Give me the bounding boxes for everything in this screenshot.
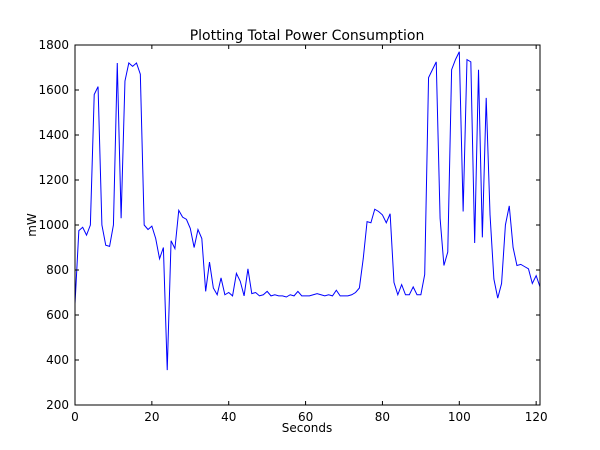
x-tick-label: 40 xyxy=(221,410,236,424)
x-tick-label: 120 xyxy=(525,410,548,424)
y-tick-label: 200 xyxy=(46,398,69,412)
y-tick-label: 1600 xyxy=(38,83,69,97)
x-axis-label: Seconds xyxy=(282,421,332,435)
y-tick-label: 600 xyxy=(46,308,69,322)
y-tick-label: 800 xyxy=(46,263,69,277)
y-tick-label: 1400 xyxy=(38,128,69,142)
x-tick-label: 60 xyxy=(298,410,313,424)
x-tick-label: 100 xyxy=(448,410,471,424)
y-tick-label: 1000 xyxy=(38,218,69,232)
y-axis-label: mW xyxy=(25,213,39,237)
x-tick-label: 20 xyxy=(144,410,159,424)
y-tick-label: 1800 xyxy=(38,38,69,52)
y-tick-label: 400 xyxy=(46,353,69,367)
x-tick-label: 0 xyxy=(71,410,79,424)
y-tick-label: 1200 xyxy=(38,173,69,187)
x-tick-label: 80 xyxy=(375,410,390,424)
data-line xyxy=(74,51,541,371)
chart-title: Plotting Total Power Consumption xyxy=(190,28,425,44)
